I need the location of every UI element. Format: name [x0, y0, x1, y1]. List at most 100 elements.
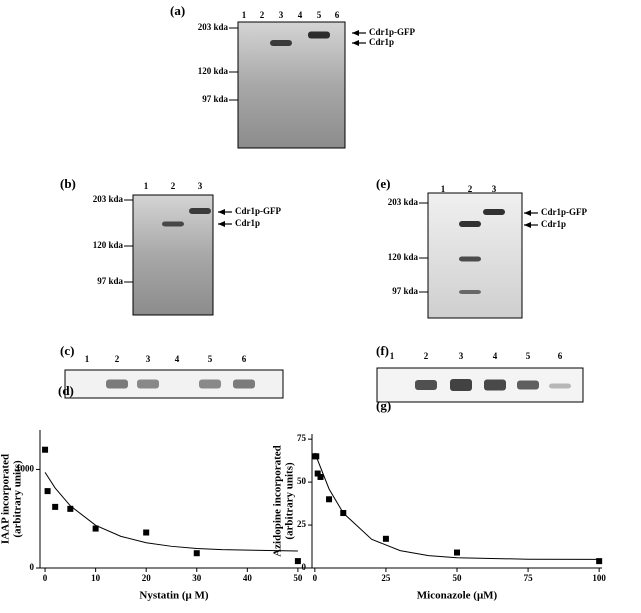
x-tick-label: 50 — [293, 573, 303, 583]
y-tick-label: 0 — [30, 562, 35, 572]
data-point — [294, 558, 301, 565]
lane-number: 5 — [317, 10, 322, 20]
arrow-head — [218, 209, 225, 215]
x-tick-label: 25 — [381, 573, 391, 583]
lane-number: 3 — [146, 354, 151, 364]
panel-label: (c) — [60, 343, 74, 358]
gel-band — [308, 31, 330, 39]
y-axis-label: (arbitrary units) — [12, 460, 24, 538]
x-tick-label: 20 — [142, 573, 152, 583]
lane-number: 4 — [298, 10, 303, 20]
lane-number: 1 — [144, 181, 149, 191]
size-marker: 97 kda — [97, 276, 123, 286]
panel-label: (a) — [170, 3, 185, 18]
lane-number: 4 — [175, 354, 180, 364]
lane-number: 2 — [115, 354, 120, 364]
arrow-head — [524, 222, 531, 228]
x-tick-label: 40 — [243, 573, 253, 583]
y-tick-label: 75 — [297, 433, 307, 443]
y-axis-label: IAAP incorporated — [0, 454, 12, 544]
data-point — [67, 505, 74, 512]
gel-band — [459, 290, 481, 294]
gel-band — [459, 221, 481, 227]
size-marker: 97 kda — [202, 94, 228, 104]
data-point — [193, 550, 200, 557]
gel — [376, 367, 584, 403]
size-marker: 97 kda — [392, 286, 418, 296]
gel-band — [450, 379, 472, 391]
lane-number: 3 — [492, 184, 497, 194]
band-label: Cdr1p-GFP — [369, 27, 416, 37]
data-point — [42, 446, 49, 453]
lane-number: 1 — [85, 354, 90, 364]
gel-band — [415, 380, 437, 390]
x-tick-label: 30 — [192, 573, 202, 583]
x-axis-label: Nystatin (μ M) — [139, 590, 209, 602]
gel-band — [162, 221, 184, 227]
gel — [132, 194, 214, 316]
x-tick-label: 50 — [453, 573, 463, 583]
lane-number: 1 — [390, 351, 395, 361]
y-tick-label: 25 — [297, 519, 307, 529]
gel-band — [137, 379, 159, 389]
gel — [427, 192, 523, 319]
band-label: Cdr1p-GFP — [541, 207, 588, 217]
data-point — [454, 549, 460, 556]
lane-number: 5 — [526, 351, 531, 361]
size-marker: 120 kda — [198, 66, 229, 76]
gel-band — [484, 379, 506, 391]
band-label: Cdr1p — [369, 37, 394, 47]
data-point — [143, 529, 150, 536]
gel — [237, 21, 346, 149]
y-axis-label: Azidopine incorporated — [272, 445, 284, 557]
data-point — [52, 503, 59, 510]
data-point — [596, 558, 603, 565]
band-label: Cdr1p — [235, 218, 260, 228]
x-tick-label: 0 — [313, 573, 318, 583]
x-tick-label: 10 — [91, 573, 101, 583]
x-tick-label: 100 — [592, 573, 606, 583]
size-marker: 120 kda — [388, 252, 419, 262]
size-marker: 203 kda — [198, 22, 229, 32]
lane-number: 5 — [208, 354, 213, 364]
lane-number: 6 — [335, 10, 340, 20]
arrow-head — [524, 210, 531, 216]
fit-curve — [44, 472, 298, 552]
fit-curve — [314, 452, 600, 560]
gel-band — [189, 208, 211, 214]
panel-label: (b) — [60, 176, 76, 191]
lane-number: 3 — [279, 10, 284, 20]
data-point — [313, 453, 320, 460]
data-point — [326, 496, 333, 503]
x-tick-label: 0 — [43, 573, 48, 583]
band-label: Cdr1p-GFP — [235, 206, 282, 216]
lane-number: 4 — [493, 351, 498, 361]
lane-number: 2 — [171, 181, 176, 191]
data-point — [382, 535, 389, 542]
size-marker: 120 kda — [93, 240, 124, 250]
lane-number: 6 — [242, 354, 247, 364]
gel-band — [549, 383, 571, 389]
y-axis-label: (arbitrary units) — [284, 462, 296, 540]
gel-band — [459, 256, 481, 262]
lane-number: 2 — [260, 10, 265, 20]
data-point — [340, 510, 347, 517]
size-marker: 203 kda — [93, 194, 124, 204]
y-tick-label: 50 — [297, 476, 307, 486]
lane-number: 2 — [468, 184, 473, 194]
gel-band — [199, 379, 221, 389]
lane-number: 3 — [198, 181, 203, 191]
arrow-head — [218, 221, 225, 227]
y-tick-label: 1000 — [16, 463, 35, 473]
panel-label: (g) — [376, 398, 391, 413]
data-point — [44, 488, 51, 495]
lane-number: 6 — [558, 351, 563, 361]
gel-band — [517, 380, 539, 390]
panel-label: (d) — [58, 383, 74, 398]
band-label: Cdr1p — [541, 219, 566, 229]
panel-label: (e) — [376, 176, 390, 191]
arrow-head — [352, 30, 359, 36]
gel-band — [233, 379, 255, 389]
arrow-head — [352, 40, 359, 46]
